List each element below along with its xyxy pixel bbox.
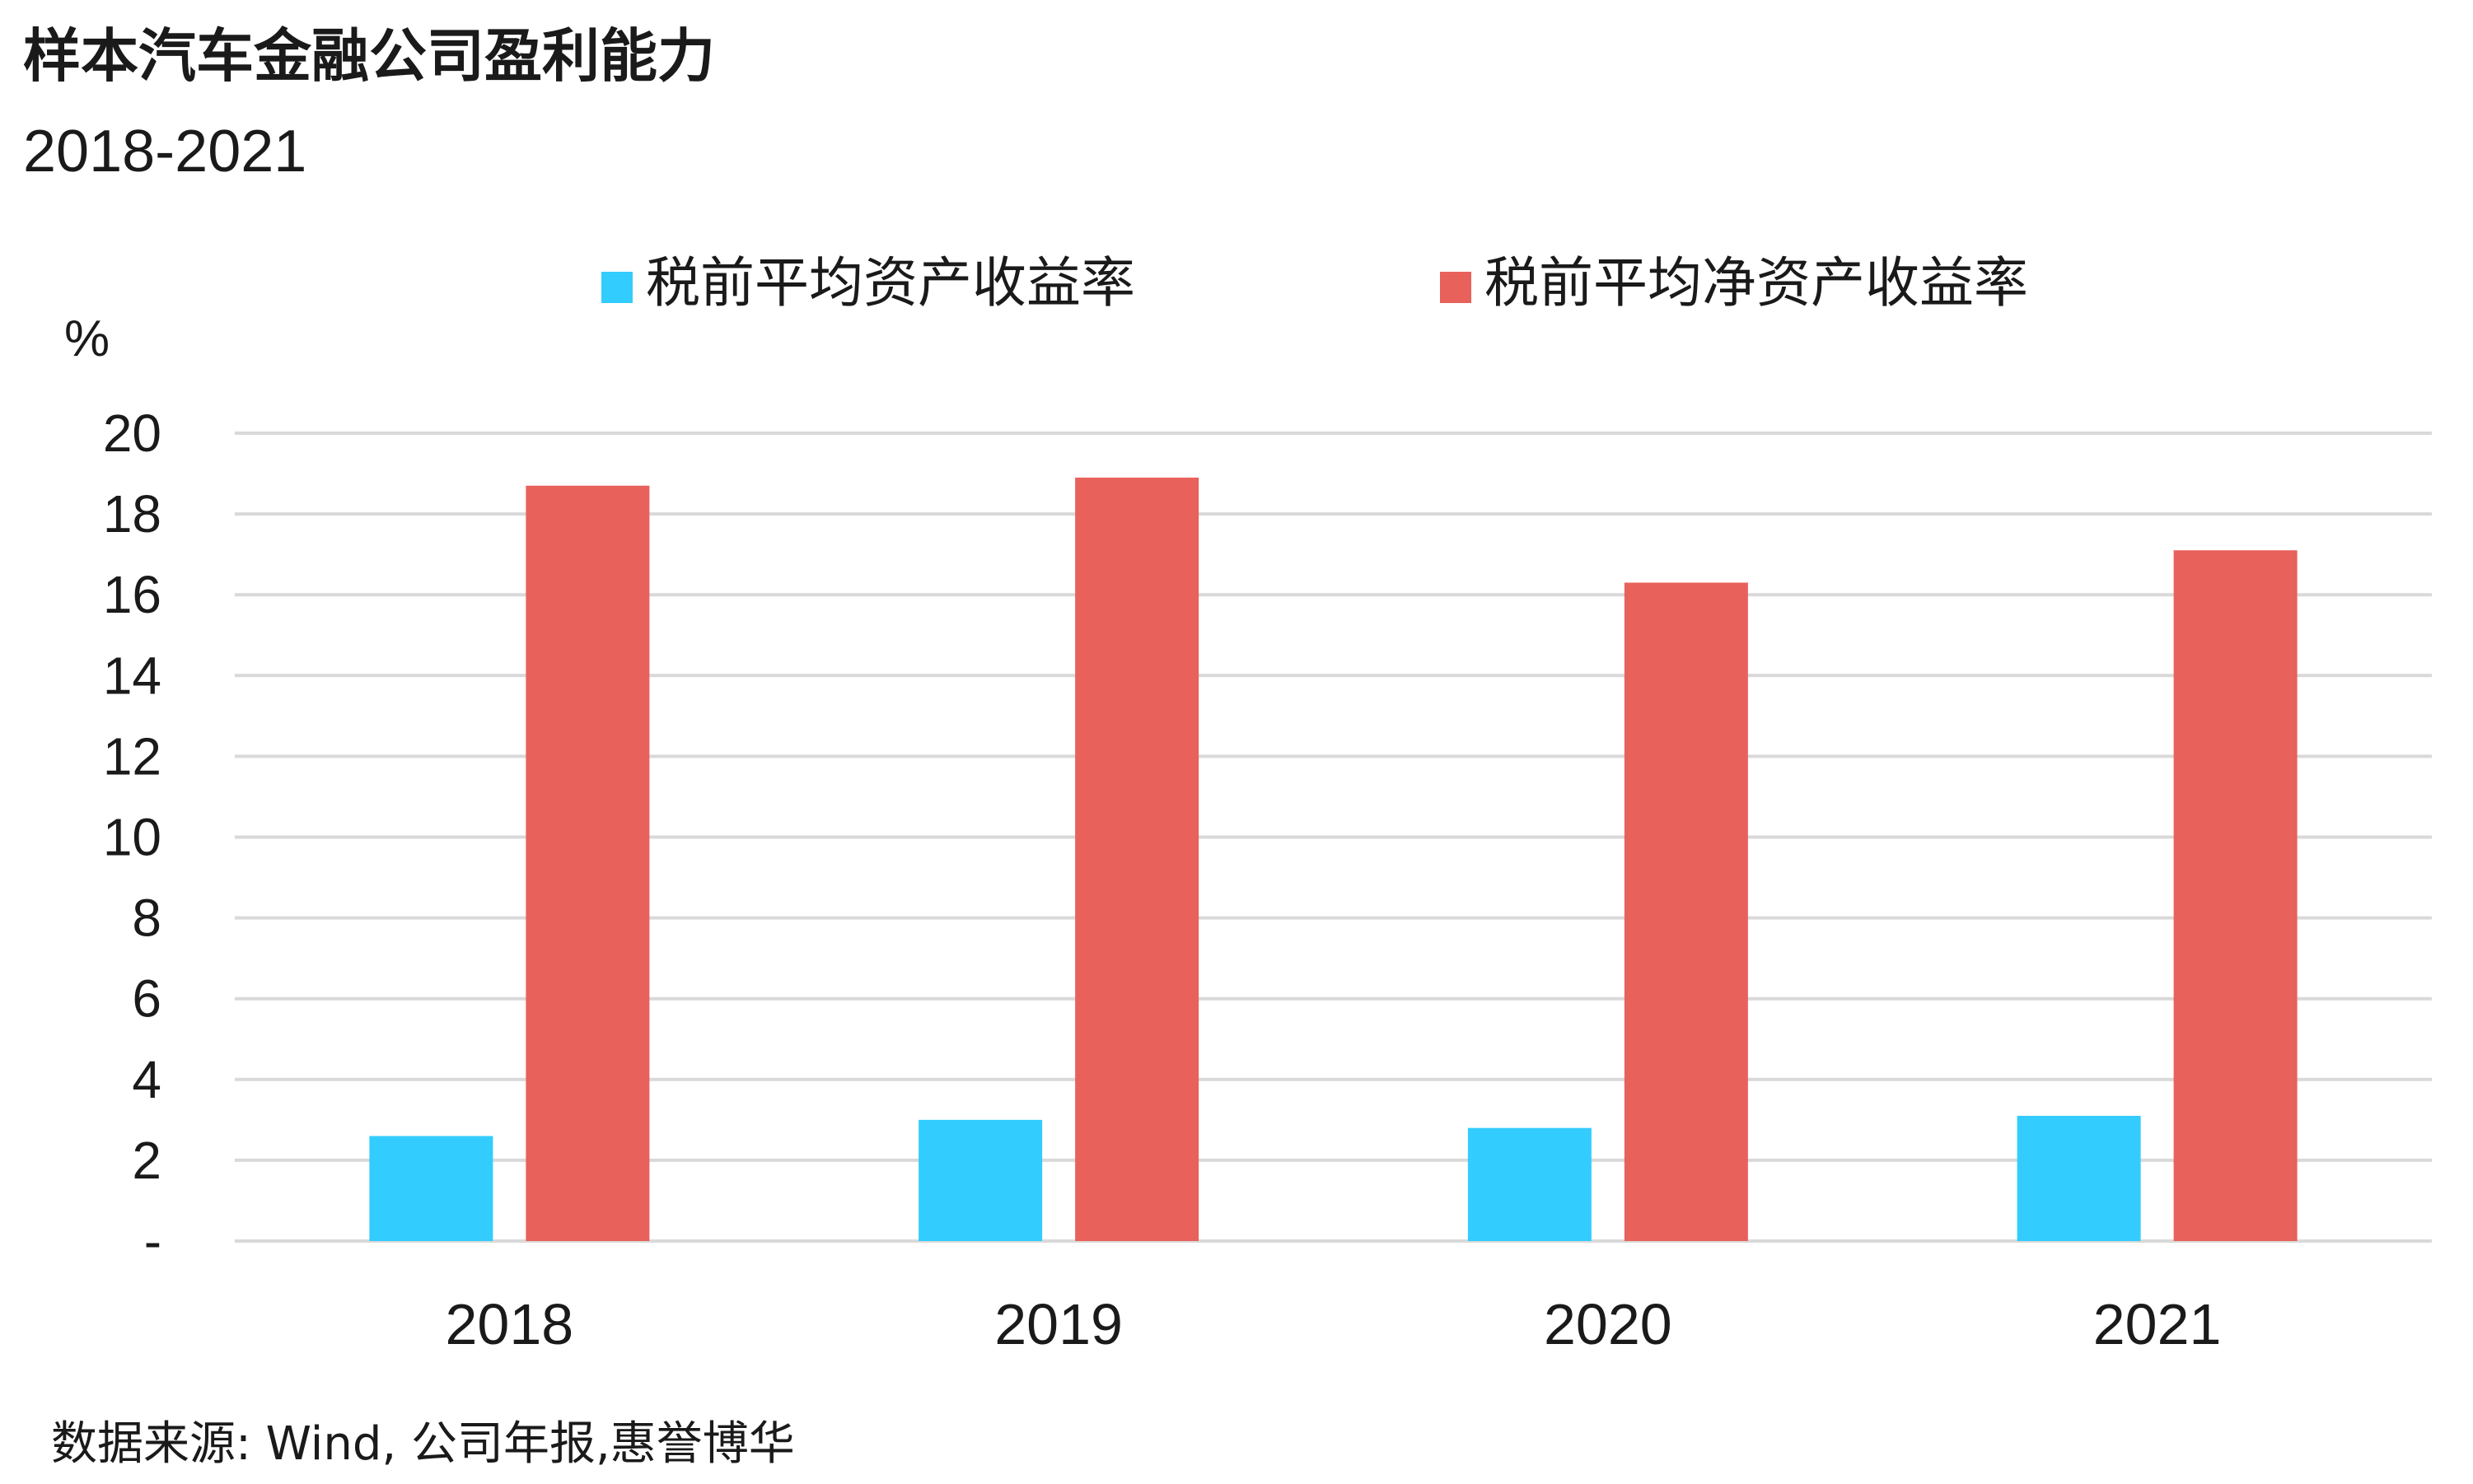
chart-title: 样本汽车金融公司盈利能力 — [23, 22, 715, 90]
y-tick-label: 6 — [132, 969, 161, 1029]
bar-roe-2020 — [1624, 582, 1748, 1241]
legend-swatch — [1440, 272, 1471, 303]
x-axis-tick-labels: 2018 2019 2020 2021 — [446, 1292, 2222, 1356]
bar-roa-2020 — [1467, 1127, 1592, 1241]
y-tick-label: 14 — [103, 646, 161, 705]
legend: 税前平均资产收益率 税前平均净资产收益率 — [601, 251, 2028, 315]
legend-swatch — [601, 272, 633, 303]
legend-label: 税前平均净资产收益率 — [1484, 251, 2028, 315]
y-tick-label: 18 — [103, 484, 161, 544]
x-tick-label: 2018 — [446, 1292, 574, 1356]
x-tick-label: 2019 — [994, 1292, 1123, 1356]
y-tick-label: 16 — [103, 565, 161, 624]
y-tick-label: 4 — [132, 1050, 161, 1109]
y-axis-tick-labels: - 2 4 6 8 10 12 14 16 18 20 — [103, 404, 161, 1271]
y-tick-label: 8 — [132, 889, 161, 948]
y-tick-label: 20 — [103, 404, 161, 463]
bar-roa-2018 — [369, 1136, 493, 1241]
bar-roe-2019 — [1075, 477, 1199, 1241]
bar-roe-2021 — [2173, 550, 2298, 1241]
legend-label: 税前平均资产收益率 — [646, 251, 1135, 315]
y-tick-label: - — [144, 1211, 161, 1271]
y-tick-label: 12 — [103, 726, 161, 786]
bars — [369, 477, 2298, 1241]
source-note: 数据来源: Wind, 公司年报,惠誉博华 — [51, 1417, 795, 1471]
y-axis-unit-label: % — [64, 310, 110, 367]
bar-roa-2021 — [2017, 1115, 2141, 1241]
x-tick-label: 2021 — [2093, 1292, 2222, 1356]
x-tick-label: 2020 — [1544, 1292, 1672, 1356]
bar-roe-2018 — [526, 485, 650, 1241]
y-tick-label: 2 — [132, 1131, 161, 1190]
bar-roa-2019 — [919, 1119, 1043, 1241]
chart-subtitle: 2018-2021 — [23, 119, 306, 184]
y-tick-label: 10 — [103, 808, 161, 867]
